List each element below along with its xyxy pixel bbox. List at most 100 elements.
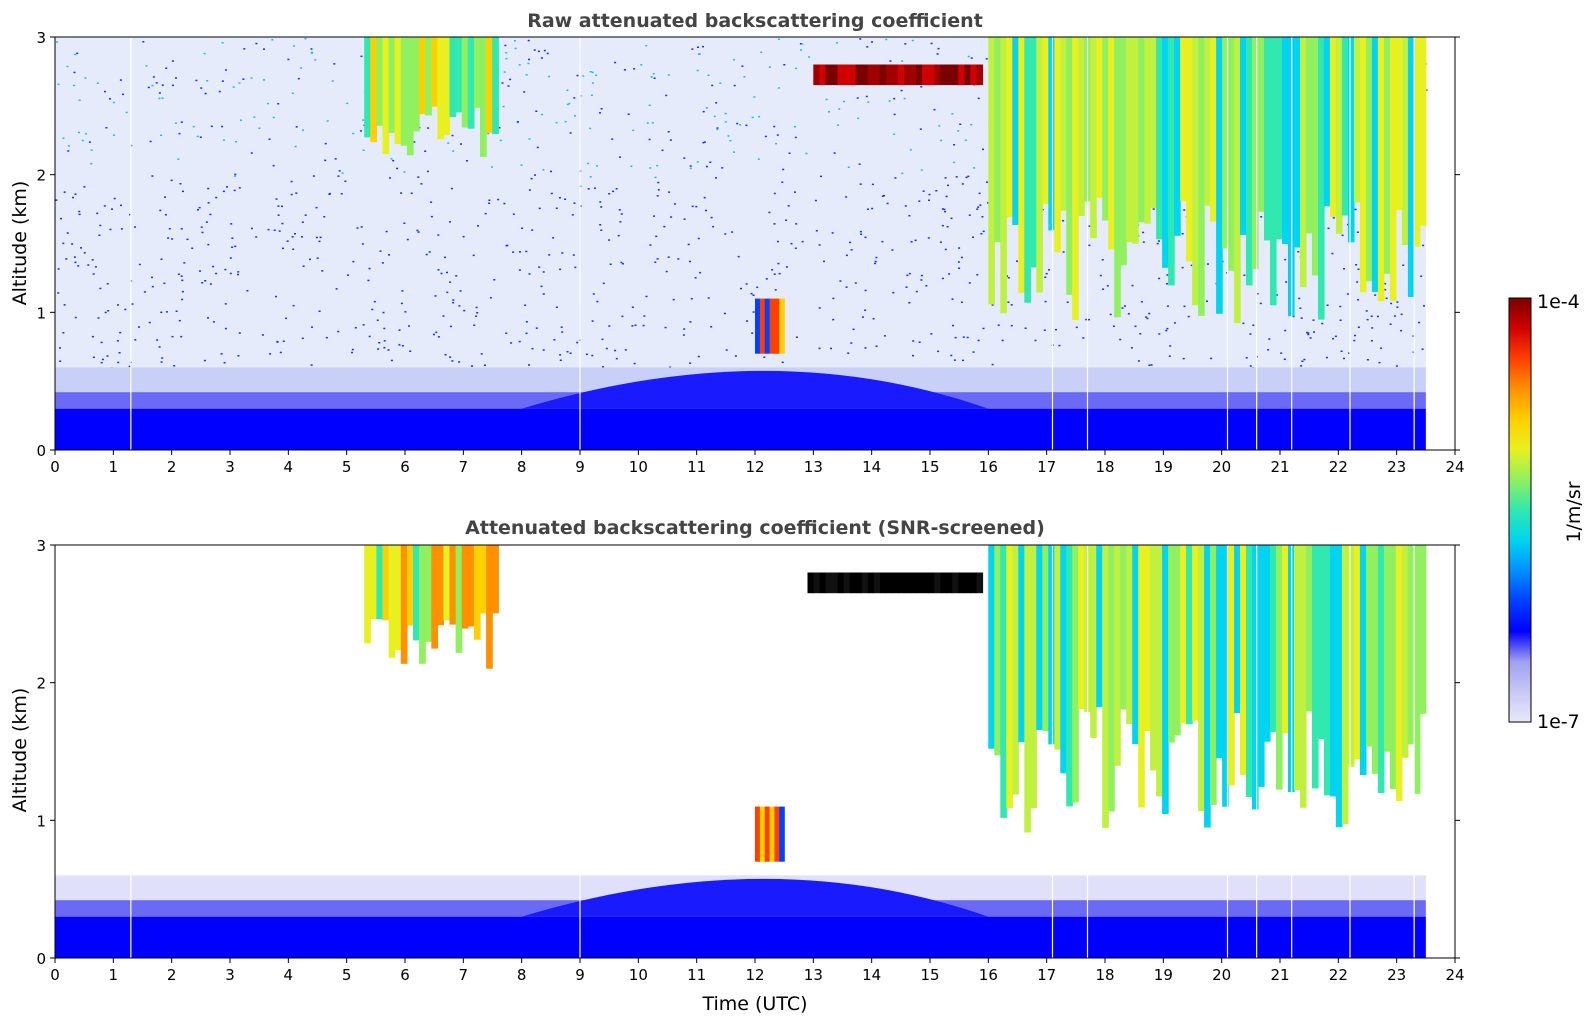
noise-speckle — [1249, 333, 1252, 335]
noise-speckle — [750, 292, 753, 295]
noise-speckle — [912, 340, 915, 342]
feature-thick-cloud-layer-saturated--column — [867, 572, 875, 594]
noise-speckle — [555, 121, 558, 124]
feature-thick-cloud-layer-column — [910, 64, 917, 86]
noise-speckle — [864, 289, 867, 292]
noise-speckle — [649, 244, 652, 246]
feature-cirrus-mid-cloud-column — [1162, 37, 1169, 268]
noise-speckle — [312, 175, 315, 177]
noise-speckle — [233, 189, 236, 192]
noise-speckle — [164, 196, 166, 198]
noise-speckle — [602, 282, 605, 285]
noise-speckle — [459, 290, 462, 292]
feature-cirrus-mid-cloud-column — [1318, 545, 1325, 739]
noise-speckle — [756, 286, 759, 289]
noise-speckle — [587, 162, 590, 165]
noise-speckle — [724, 233, 727, 235]
feature-low-cloud-column — [759, 806, 766, 862]
noise-speckle — [477, 225, 479, 227]
noise-speckle — [677, 258, 680, 260]
noise-speckle — [420, 183, 423, 185]
noise-speckle — [1085, 318, 1088, 321]
y-tick-label: 2 — [36, 675, 46, 693]
noise-speckle — [652, 72, 655, 75]
feature-cirrus-mid-cloud-column — [1150, 545, 1157, 771]
x-tick-label: 20 — [1212, 458, 1231, 476]
noise-speckle — [787, 205, 790, 207]
x-tick-label: 7 — [459, 966, 469, 984]
noise-speckle — [1354, 208, 1357, 211]
feature-mid-level-cloud-column — [473, 545, 481, 640]
feature-cirrus-mid-cloud-column — [1006, 37, 1013, 218]
x-tick-label: 19 — [1154, 458, 1173, 476]
x-tick-label: 15 — [920, 966, 939, 984]
noise-speckle — [1339, 319, 1342, 321]
noise-speckle — [96, 212, 99, 215]
noise-speckle — [368, 267, 371, 270]
noise-speckle — [830, 347, 832, 350]
noise-speckle — [223, 362, 226, 364]
noise-speckle — [57, 292, 60, 294]
noise-speckle — [782, 168, 785, 171]
noise-speckle — [229, 257, 232, 259]
feature-cirrus-mid-cloud-column — [1138, 545, 1145, 808]
feature-low-cloud-column — [774, 806, 780, 862]
noise-speckle — [656, 195, 659, 197]
noise-speckle — [427, 127, 430, 129]
noise-speckle — [400, 302, 403, 305]
noise-speckle — [1166, 274, 1169, 276]
noise-speckle — [778, 272, 781, 275]
noise-speckle — [1166, 327, 1169, 330]
noise-speckle — [576, 341, 579, 344]
noise-speckle — [542, 271, 545, 273]
noise-speckle — [943, 208, 946, 211]
noise-speckle — [669, 366, 672, 368]
noise-speckle — [559, 354, 562, 356]
noise-speckle — [449, 221, 451, 223]
noise-speckle — [80, 247, 82, 249]
feature-thick-cloud-layer-saturated--column — [898, 572, 905, 594]
noise-speckle — [111, 208, 113, 210]
noise-speckle — [818, 307, 821, 309]
noise-speckle — [240, 119, 242, 121]
noise-speckle — [582, 75, 585, 77]
noise-speckle — [599, 224, 602, 226]
feature-cirrus-mid-cloud-column — [1048, 37, 1055, 231]
noise-speckle — [925, 285, 928, 287]
noise-speckle — [1119, 338, 1122, 341]
noise-speckle — [702, 141, 705, 144]
noise-speckle — [683, 157, 686, 159]
noise-speckle — [362, 119, 365, 121]
noise-speckle — [138, 326, 140, 328]
noise-speckle — [707, 297, 710, 299]
noise-speckle — [83, 186, 86, 188]
noise-speckle — [775, 142, 778, 145]
noise-speckle — [488, 202, 491, 204]
noise-speckle — [390, 359, 393, 362]
feature-cirrus-mid-cloud-column — [1240, 37, 1247, 235]
feature-cirrus-mid-cloud-column — [1108, 37, 1115, 250]
noise-speckle — [96, 82, 99, 84]
noise-speckle — [1006, 275, 1008, 277]
noise-speckle — [614, 61, 617, 64]
noise-speckle — [333, 63, 336, 65]
noise-speckle — [503, 71, 506, 73]
noise-speckle — [398, 344, 401, 346]
noise-speckle — [290, 193, 293, 196]
noise-speckle — [100, 361, 103, 364]
noise-speckle — [656, 258, 659, 260]
noise-speckle — [951, 298, 954, 300]
feature-cirrus-mid-cloud-column — [1024, 545, 1031, 833]
noise-speckle — [1181, 266, 1184, 269]
feature-cirrus-mid-cloud-column — [1377, 37, 1385, 302]
feature-cirrus-mid-cloud-column — [1341, 545, 1349, 825]
noise-speckle — [595, 74, 598, 77]
feature-cirrus-mid-cloud-column — [1180, 37, 1187, 202]
noise-speckle — [1385, 297, 1388, 300]
feature-mid-level-cloud-column — [364, 545, 371, 644]
noise-speckle — [385, 230, 388, 233]
noise-speckle — [310, 364, 313, 366]
noise-speckle — [808, 56, 811, 58]
noise-speckle — [695, 205, 698, 208]
noise-speckle — [315, 206, 318, 209]
